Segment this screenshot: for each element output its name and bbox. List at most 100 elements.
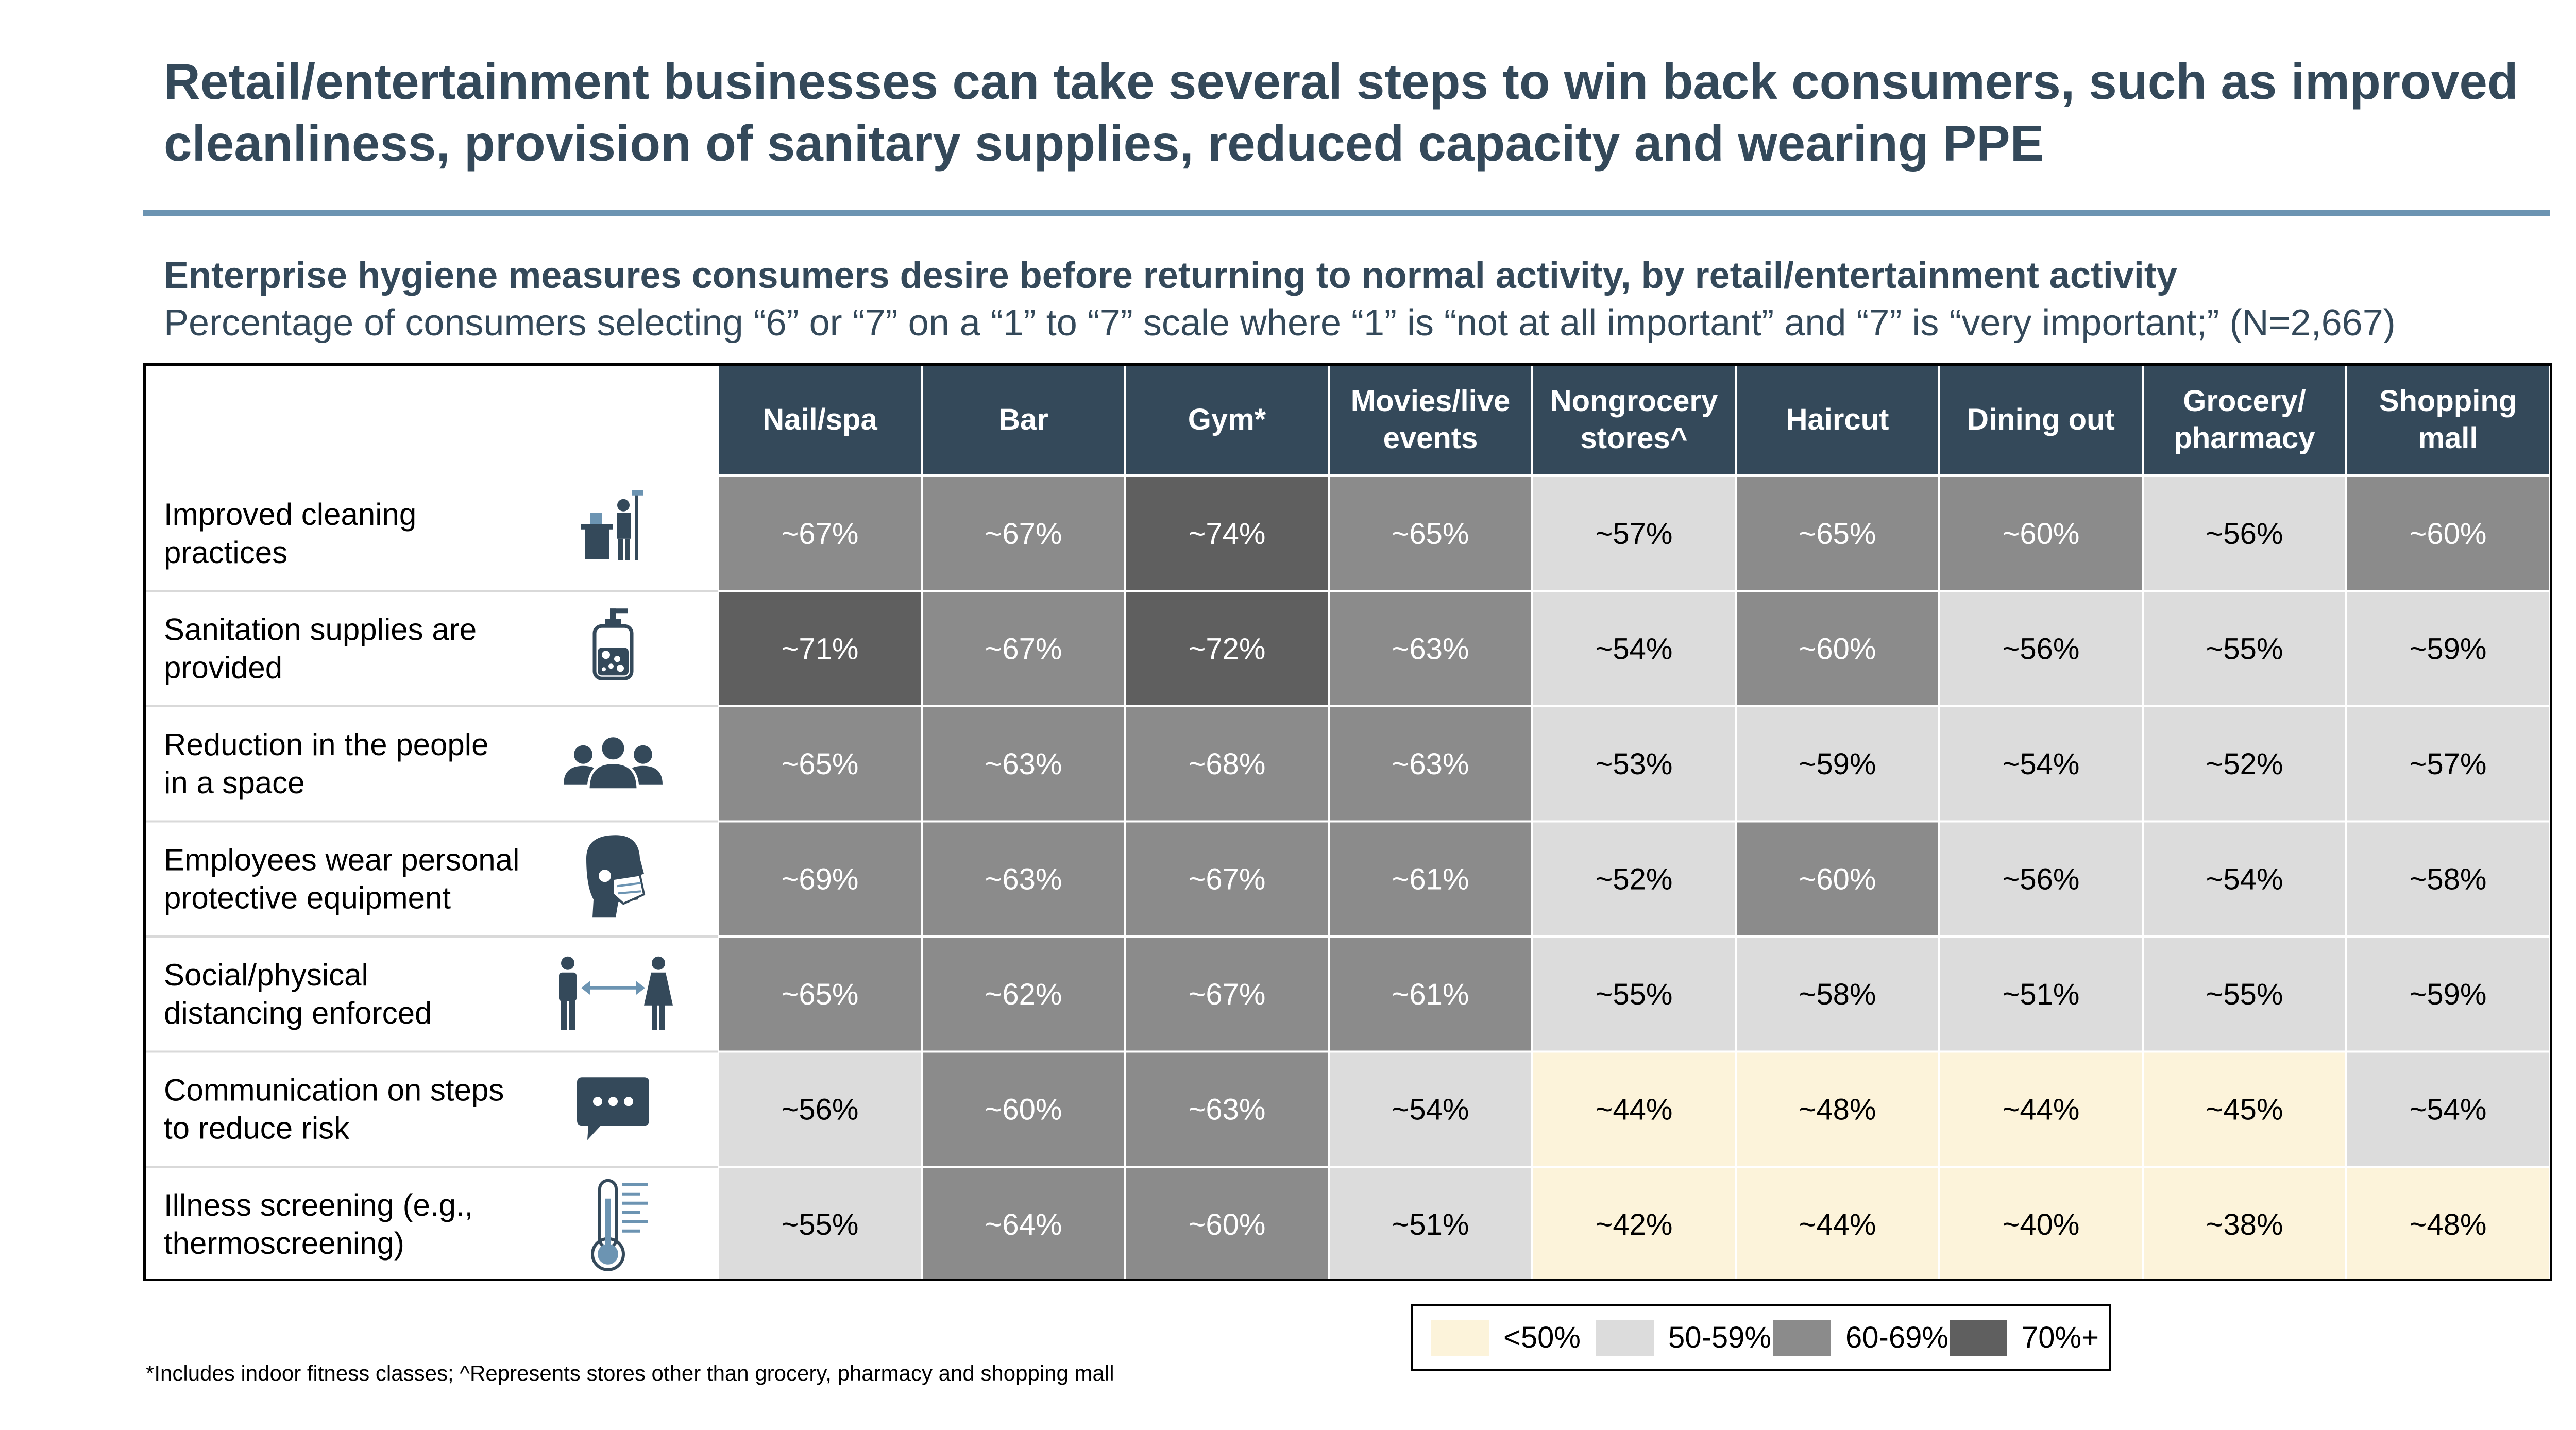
heatmap-cell <box>719 938 921 1051</box>
column-header-cell <box>2144 365 2345 474</box>
heatmap-cell <box>1737 592 1938 705</box>
cell-value-label: ~67% <box>985 517 1062 551</box>
cell-value-label: ~59% <box>2410 632 2487 666</box>
cell-value-label: ~55% <box>2206 978 2283 1011</box>
cell-value-label: ~64% <box>985 1208 1062 1241</box>
column-header-cell <box>1330 365 1531 474</box>
cell-value-label: ~65% <box>782 978 859 1011</box>
heatmap-cell <box>1737 1052 1938 1166</box>
heatmap-cell <box>2347 1168 2549 1281</box>
heatmap-cell <box>2347 1052 2549 1166</box>
heatmap-cell <box>1533 707 1735 821</box>
heatmap-cell <box>1940 822 2142 935</box>
row-label: Social/physical distancing enforced <box>164 958 432 1030</box>
cell-value-label: ~56% <box>782 1093 859 1126</box>
heatmap-cell <box>1330 707 1531 821</box>
row-label: Communication on steps to reduce risk <box>164 1072 504 1145</box>
heatmap-cell <box>923 1168 1124 1281</box>
chart-subtitle: Enterprise hygiene measures consumers de… <box>164 255 2177 296</box>
cell-value-label: ~60% <box>1799 632 1876 666</box>
cell-value-label: ~63% <box>985 862 1062 896</box>
cell-value-label: ~42% <box>1596 1208 1673 1241</box>
cell-value-label: ~53% <box>1596 747 1673 781</box>
heatmap-cell <box>1940 477 2142 590</box>
face-mask-icon <box>586 835 646 918</box>
cell-value-label: ~54% <box>2206 862 2283 896</box>
cell-value-label: ~51% <box>1392 1208 1469 1241</box>
cell-value-label: ~59% <box>1799 747 1876 781</box>
heatmap-cell <box>719 477 921 590</box>
heatmap-cell <box>1330 1168 1531 1281</box>
cell-value-label: ~71% <box>782 632 859 666</box>
cell-value-label: ~60% <box>985 1093 1062 1126</box>
heatmap-cell <box>1126 938 1328 1051</box>
cell-value-label: ~67% <box>1189 862 1266 896</box>
column-header-label: Haircut <box>1786 403 1889 436</box>
legend-swatch-lt50 <box>1431 1320 1489 1356</box>
cell-value-label: ~65% <box>1799 517 1876 551</box>
heatmap-cell <box>2144 592 2345 705</box>
heatmap-cell <box>719 1168 921 1281</box>
heatmap-cell <box>719 1052 921 1166</box>
heatmap-cell <box>2347 592 2549 705</box>
legend-swatch-50-59 <box>1596 1320 1654 1356</box>
cell-value-label: ~60% <box>1189 1208 1266 1241</box>
cell-value-label: ~60% <box>2410 517 2487 551</box>
row-label: Sanitation supplies are provided <box>164 612 477 685</box>
chart-description: Percentage of consumers selecting “6” or… <box>164 302 2396 344</box>
heatmap-cell <box>923 477 1124 590</box>
heatmap-cell <box>1737 822 1938 935</box>
column-header-cell <box>923 365 1124 474</box>
column-header-cell <box>1533 365 1735 474</box>
column-header-cell <box>1126 365 1328 474</box>
heatmap-cell <box>1737 707 1938 821</box>
cell-value-label: ~63% <box>1392 747 1469 781</box>
legend-label-lt50: <50% <box>1503 1321 1581 1354</box>
cell-value-label: ~44% <box>1799 1208 1876 1241</box>
cell-value-label: ~60% <box>2003 517 2080 551</box>
title-divider <box>143 210 2550 216</box>
cell-value-label: ~65% <box>782 747 859 781</box>
column-header-cell <box>1737 365 1938 474</box>
slide-title: Retail/entertainment businesses can take… <box>164 53 2518 172</box>
cell-value-label: ~48% <box>2410 1208 2487 1241</box>
cell-value-label: ~54% <box>2410 1093 2487 1126</box>
heatmap-cell <box>1533 822 1735 935</box>
row-label: Illness screening (e.g., thermoscreening) <box>164 1188 473 1261</box>
cell-value-label: ~61% <box>1392 978 1469 1011</box>
column-header-cell <box>1940 365 2142 474</box>
people-group-icon <box>564 735 663 791</box>
cell-value-label: ~63% <box>985 747 1062 781</box>
heatmap-cell <box>1126 1168 1328 1281</box>
cell-value-label: ~67% <box>1189 978 1266 1011</box>
thermometer-icon <box>591 1179 648 1271</box>
cell-value-label: ~38% <box>2206 1208 2283 1241</box>
heatmap-cell <box>1533 1052 1735 1166</box>
distancing-icon <box>559 956 673 1030</box>
heatmap-cell <box>2144 707 2345 821</box>
cell-value-label: ~57% <box>2410 747 2487 781</box>
cell-value-label: ~56% <box>2003 862 2080 896</box>
soap-dispenser-icon <box>592 608 634 680</box>
column-header-label: Dining out <box>1967 403 2115 436</box>
heatmap-cell <box>1126 477 1328 590</box>
heatmap-cell <box>1940 1052 2142 1166</box>
cell-value-label: ~67% <box>782 517 859 551</box>
cell-value-label: ~57% <box>1596 517 1673 551</box>
heatmap-cell <box>2144 1052 2345 1166</box>
column-header-label: Grocery/pharmacy <box>2174 384 2315 455</box>
heatmap-cell <box>2144 822 2345 935</box>
cell-value-label: ~68% <box>1189 747 1266 781</box>
cell-value-label: ~56% <box>2206 517 2283 551</box>
legend-label-70plus: 70%+ <box>2022 1321 2099 1354</box>
heatmap-cell <box>1330 938 1531 1051</box>
heatmap-cell <box>1940 707 2142 821</box>
cell-value-label: ~44% <box>2003 1093 2080 1126</box>
heatmap-cell <box>1737 938 1938 1051</box>
cell-value-label: ~61% <box>1392 862 1469 896</box>
heatmap-cell <box>719 592 921 705</box>
cell-value-label: ~45% <box>2206 1093 2283 1126</box>
cell-value-label: ~54% <box>1596 632 1673 666</box>
legend-swatch-60-69 <box>1773 1320 1831 1356</box>
